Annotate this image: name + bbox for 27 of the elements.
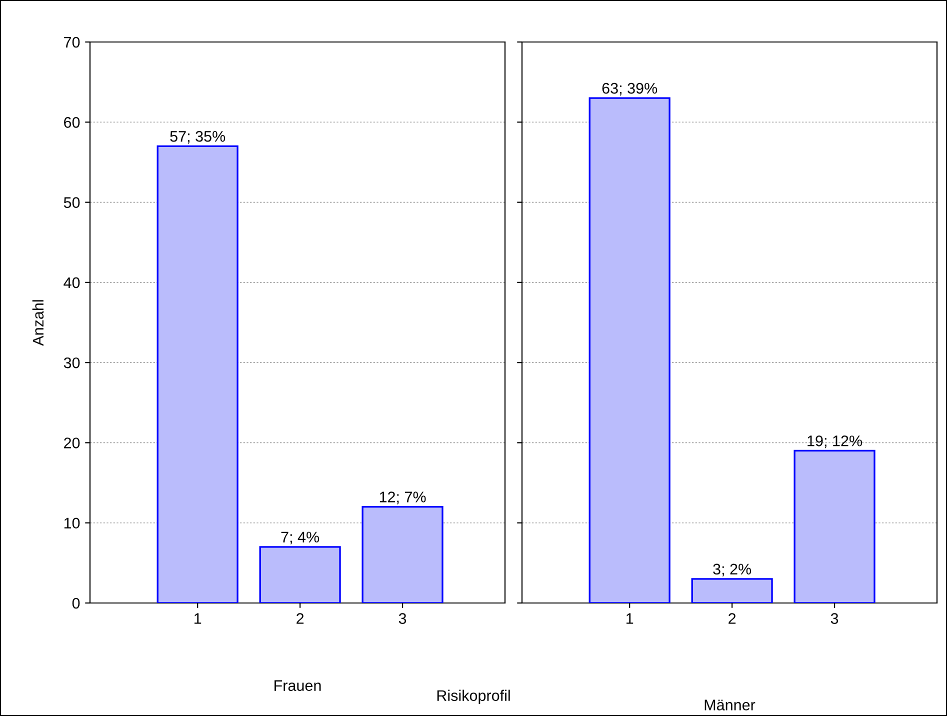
bar: [362, 506, 444, 603]
x-axis-title: Frauen: [274, 680, 321, 691]
y-tick-label: 30: [64, 357, 80, 368]
x-tick-label: 1: [194, 613, 202, 624]
data-label: 63; 39%: [602, 82, 658, 96]
y-tick-label: 10: [64, 518, 80, 529]
x-tick-label: 3: [398, 613, 406, 624]
x-tick-label: 1: [626, 613, 634, 624]
data-label: 12; 7%: [380, 492, 426, 504]
text: Risikoprofil: [437, 690, 510, 704]
x-tick-label: 3: [830, 613, 838, 624]
data-label: 7; 4%: [281, 532, 320, 544]
data-label: 19; 12%: [808, 436, 862, 448]
bar: [156, 145, 238, 603]
y-tick-label: 20: [64, 438, 80, 448]
x-axis-title: Männer: [704, 700, 756, 710]
bar: [259, 546, 341, 603]
y-tick-label: 60: [64, 117, 80, 128]
y-tick-label: 50: [64, 197, 80, 208]
y-tick-label: 70: [64, 36, 80, 48]
x-tick-label: 2: [296, 613, 304, 624]
y-tick-label: 0: [72, 598, 80, 609]
y-tick-label: 40: [64, 277, 80, 288]
y-axis-title: Anzahl: [32, 300, 44, 346]
data-label: 57; 35%: [170, 130, 226, 144]
data-label: 3; 2%: [713, 564, 752, 576]
x-tick-label: 2: [728, 613, 736, 624]
